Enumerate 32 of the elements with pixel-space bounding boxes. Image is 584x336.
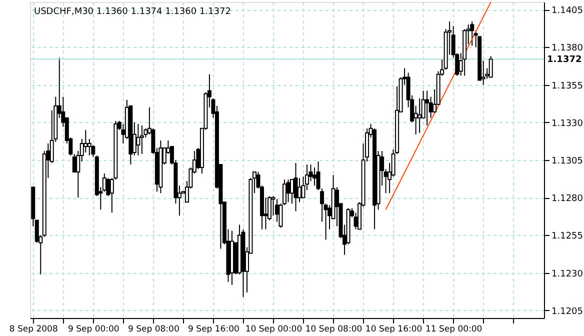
candlestick bbox=[470, 21, 474, 46]
candlestick bbox=[425, 90, 430, 126]
candlestick bbox=[136, 123, 140, 156]
y-tick-label: 1.1205 bbox=[552, 306, 583, 317]
x-tick-label: 9 Sep 08:00 bbox=[128, 324, 180, 334]
x-tick-label: 9 Sep 16:00 bbox=[188, 324, 240, 334]
candlestick bbox=[418, 98, 422, 134]
candlestick bbox=[87, 138, 92, 156]
text: USDCHF,M30 1.1360 1.1374 1.1360 1.1372 bbox=[34, 7, 231, 17]
y-tick-label: 1.1230 bbox=[552, 269, 584, 280]
y-tick-label: 1.1380 bbox=[552, 44, 584, 54]
y-tick-label: 1.1355 bbox=[552, 81, 583, 92]
y-tick-label: 1.1255 bbox=[552, 232, 583, 242]
candlestick bbox=[312, 167, 317, 186]
y-tick-label: 1.1405 bbox=[552, 6, 583, 16]
candlestick bbox=[140, 124, 144, 154]
x-tick-label: 10 Sep 16:00 bbox=[365, 324, 422, 334]
candlestick bbox=[290, 179, 294, 204]
y-tick-label: 1.1280 bbox=[552, 194, 584, 204]
y-tick-label: 1.1330 bbox=[552, 118, 584, 129]
x-tick-label: 8 Sep 2008 bbox=[9, 324, 58, 334]
x-tick-label: 11 Sep 00:00 bbox=[425, 324, 482, 334]
candlestick bbox=[274, 198, 279, 222]
candlestick bbox=[488, 56, 493, 78]
candlestick bbox=[294, 162, 298, 212]
x-tick-label: 10 Sep 08:00 bbox=[305, 324, 362, 334]
x-tick-label: 10 Sep 00:00 bbox=[245, 324, 302, 334]
y-tick-label: 1.1305 bbox=[552, 156, 583, 166]
candlestick bbox=[84, 129, 88, 153]
candlestick bbox=[298, 178, 302, 203]
ref-line-label: 1.1372 bbox=[547, 55, 582, 66]
x-tick-label: 9 Sep 00:00 bbox=[68, 324, 120, 334]
